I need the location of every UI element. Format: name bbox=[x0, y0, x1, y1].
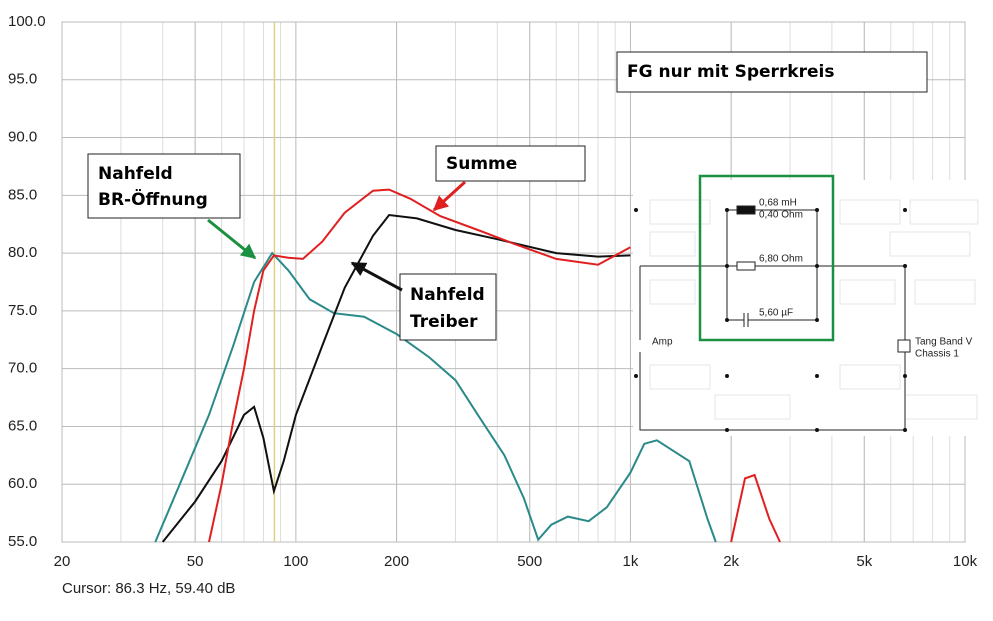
y-tick-label: 55.0 bbox=[8, 533, 37, 550]
inset-pattern bbox=[649, 199, 979, 420]
annotation-box bbox=[399, 273, 497, 341]
annotation: Nahfeld bbox=[410, 285, 485, 305]
x-tick-label: 50 bbox=[187, 553, 204, 570]
y-tick-label: 65.0 bbox=[8, 417, 37, 434]
highlight-box bbox=[698, 174, 835, 342]
annotation: FG nur mit Sperrkreis bbox=[627, 62, 834, 82]
x-tick-label: 2k bbox=[723, 553, 739, 570]
y-tick-label: 90.0 bbox=[8, 129, 37, 146]
x-tick-label: 200 bbox=[384, 553, 409, 570]
series-line bbox=[161, 213, 631, 543]
circuit-nodes bbox=[634, 208, 907, 432]
y-tick-label: 75.0 bbox=[8, 302, 37, 319]
annotation: Treiber bbox=[410, 312, 478, 332]
y-tick-label: 85.0 bbox=[8, 186, 37, 203]
annotation-box bbox=[435, 145, 586, 182]
annotation: Nahfeld bbox=[98, 164, 173, 184]
annotation-arrow bbox=[350, 261, 403, 292]
x-tick-label: 100 bbox=[283, 553, 308, 570]
plot bbox=[154, 22, 781, 543]
driver-label: Chassis 1 bbox=[915, 349, 959, 360]
resistor-label: 6,80 Ohm bbox=[759, 254, 803, 265]
inductor-label: 0,68 mH bbox=[759, 198, 797, 209]
annotation-box bbox=[616, 51, 928, 93]
y-tick-label: 70.0 bbox=[8, 360, 37, 377]
series-line bbox=[154, 251, 717, 543]
annotation-arrow bbox=[207, 218, 257, 260]
annotation-box bbox=[87, 153, 241, 219]
y-tick-label: 100.0 bbox=[8, 13, 46, 30]
y-tick-label: 60.0 bbox=[8, 475, 37, 492]
x-tick-label: 20 bbox=[54, 553, 71, 570]
y-tick-label: 95.0 bbox=[8, 71, 37, 88]
x-tick-label: 500 bbox=[517, 553, 542, 570]
inset-bg bbox=[633, 180, 981, 436]
cursor-readout: Cursor: 86.3 Hz, 59.40 dB bbox=[62, 580, 235, 597]
source-label: Amp bbox=[652, 337, 673, 348]
annotation-arrow bbox=[432, 180, 467, 212]
y-tick-label: 80.0 bbox=[8, 244, 37, 261]
circuit-inset: 0,68 mH 0,40 Ohm 6,80 Ohm 5,60 µF Amp Ta… bbox=[633, 174, 981, 436]
annotation: BR-Öffnung bbox=[98, 188, 208, 210]
capacitor-label: 5,60 µF bbox=[759, 308, 793, 319]
x-tick-label: 1k bbox=[623, 553, 639, 570]
x-tick-label: 10k bbox=[953, 553, 978, 570]
annotation: Summe bbox=[446, 154, 517, 174]
inductor-label: 0,40 Ohm bbox=[759, 210, 803, 221]
driver-label: Tang Band V bbox=[915, 337, 973, 348]
annotations: FG nur mit Sperrkreis Summe Nahfeld BR-Ö… bbox=[87, 51, 928, 341]
x-tick-label: 5k bbox=[856, 553, 872, 570]
series-line bbox=[208, 188, 781, 543]
